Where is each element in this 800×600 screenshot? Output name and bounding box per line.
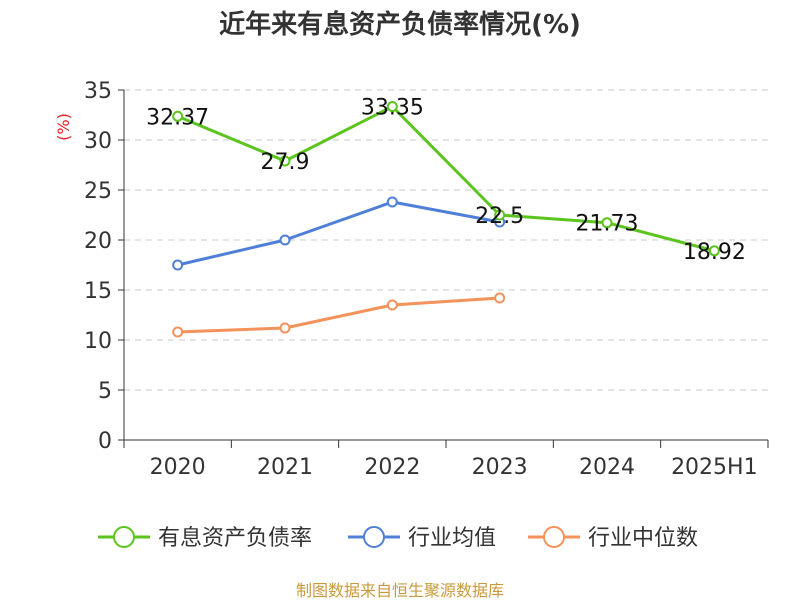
y-tick-label-5: 5 <box>98 379 112 404</box>
y-tick-label-0: 0 <box>98 429 112 454</box>
series-line-0 <box>177 105 715 253</box>
legend: 有息资产负债率 行业均值 行业中位数 <box>98 526 698 551</box>
series-0-point-3 <box>494 209 506 221</box>
x-tick-label-2023: 2023 <box>472 455 528 480</box>
x-tick-label-2022: 2022 <box>364 455 420 480</box>
series-2-point-2 <box>386 299 398 311</box>
series-2-point-1 <box>279 322 291 334</box>
data-label-2023: 22.5 <box>475 204 524 229</box>
y-tick-label-30: 30 <box>84 129 112 154</box>
x-tick-label-2021: 2021 <box>257 455 313 480</box>
data-label-2020: 32.37 <box>146 105 209 130</box>
axes: 0 5 10 15 20 25 30 35 2020 2021 2022 2023 2024 2025H1 <box>84 79 769 480</box>
chart-title: 近年来有息资产负债率情况(%) <box>219 9 581 40</box>
y-tick-label-35: 35 <box>84 79 112 104</box>
series-2-point-0 <box>172 326 184 338</box>
series-0-point-2 <box>386 101 398 112</box>
legend-label-1: 行业均值 <box>408 526 496 551</box>
source-note: 制图数据来自恒生聚源数据库 <box>296 581 504 600</box>
data-label-2021: 27.9 <box>261 150 310 175</box>
x-tick-label-2024: 2024 <box>579 455 635 480</box>
series-layer <box>172 101 720 338</box>
legend-marker-2 <box>543 526 565 548</box>
series-0-point-0 <box>172 110 184 122</box>
data-labels: 32.37 27.9 33.35 22.5 21.73 18.92 <box>146 96 746 265</box>
series-0-point-5 <box>708 245 720 257</box>
series-0-point-1 <box>279 155 291 167</box>
grid-lines <box>124 89 768 391</box>
data-label-2022: 33.35 <box>361 96 424 121</box>
y-tick-label-15: 15 <box>84 279 112 304</box>
legend-marker-1 <box>363 526 385 548</box>
x-tick-label-2020: 2020 <box>150 455 206 480</box>
x-tick-label-2025H1: 2025H1 <box>671 455 758 480</box>
series-1-point-0 <box>172 259 184 271</box>
y-tick-label-10: 10 <box>84 329 112 354</box>
legend-label-2: 行业中位数 <box>588 526 698 551</box>
data-label-2025H1: 18.92 <box>683 240 746 265</box>
series-line-2 <box>177 296 500 334</box>
series-line-1 <box>177 200 500 267</box>
series-1-point-1 <box>279 234 291 246</box>
legend-marker-0 <box>113 526 135 548</box>
series-2-point-3 <box>494 292 506 304</box>
data-label-2024: 21.73 <box>576 212 639 237</box>
series-1-point-2 <box>386 196 398 208</box>
series-0-point-4 <box>601 217 613 229</box>
y-tick-label-25: 25 <box>84 179 112 204</box>
y-axis-unit-label: (%) <box>54 113 73 141</box>
legend-label-0: 有息资产负债率 <box>158 526 312 551</box>
y-tick-label-20: 20 <box>84 229 112 254</box>
